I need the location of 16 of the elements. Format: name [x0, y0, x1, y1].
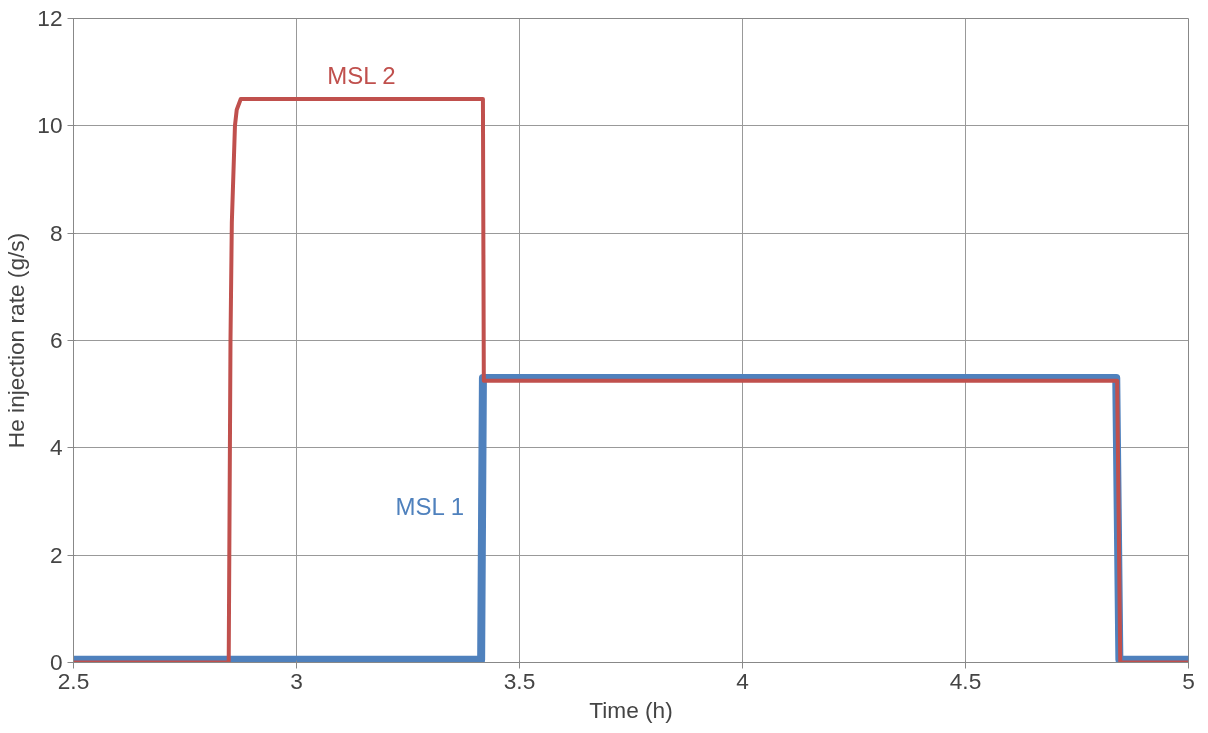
x-tick-label: 4	[736, 667, 749, 694]
y-tick-label: 2	[49, 541, 63, 568]
series-label: MSL 2	[327, 62, 396, 89]
x-tick-label: 3.5	[503, 667, 536, 694]
series-label: MSL 1	[395, 492, 465, 520]
y-tick-label: 8	[49, 219, 63, 246]
y-tick-label: 4	[49, 434, 63, 461]
x-axis-title: Time (h)	[589, 696, 673, 723]
x-tick-label: 5	[1182, 667, 1195, 694]
y-axis-title: He injection rate (g/s)	[3, 232, 30, 449]
y-tick-label: 0	[49, 649, 63, 675]
y-tick-label: 12	[37, 5, 63, 31]
x-tick-label: 3	[290, 667, 303, 694]
y-tick-label: 10	[37, 112, 63, 139]
x-tick-label: 4.5	[949, 667, 982, 694]
y-tick-label: 6	[49, 327, 63, 353]
